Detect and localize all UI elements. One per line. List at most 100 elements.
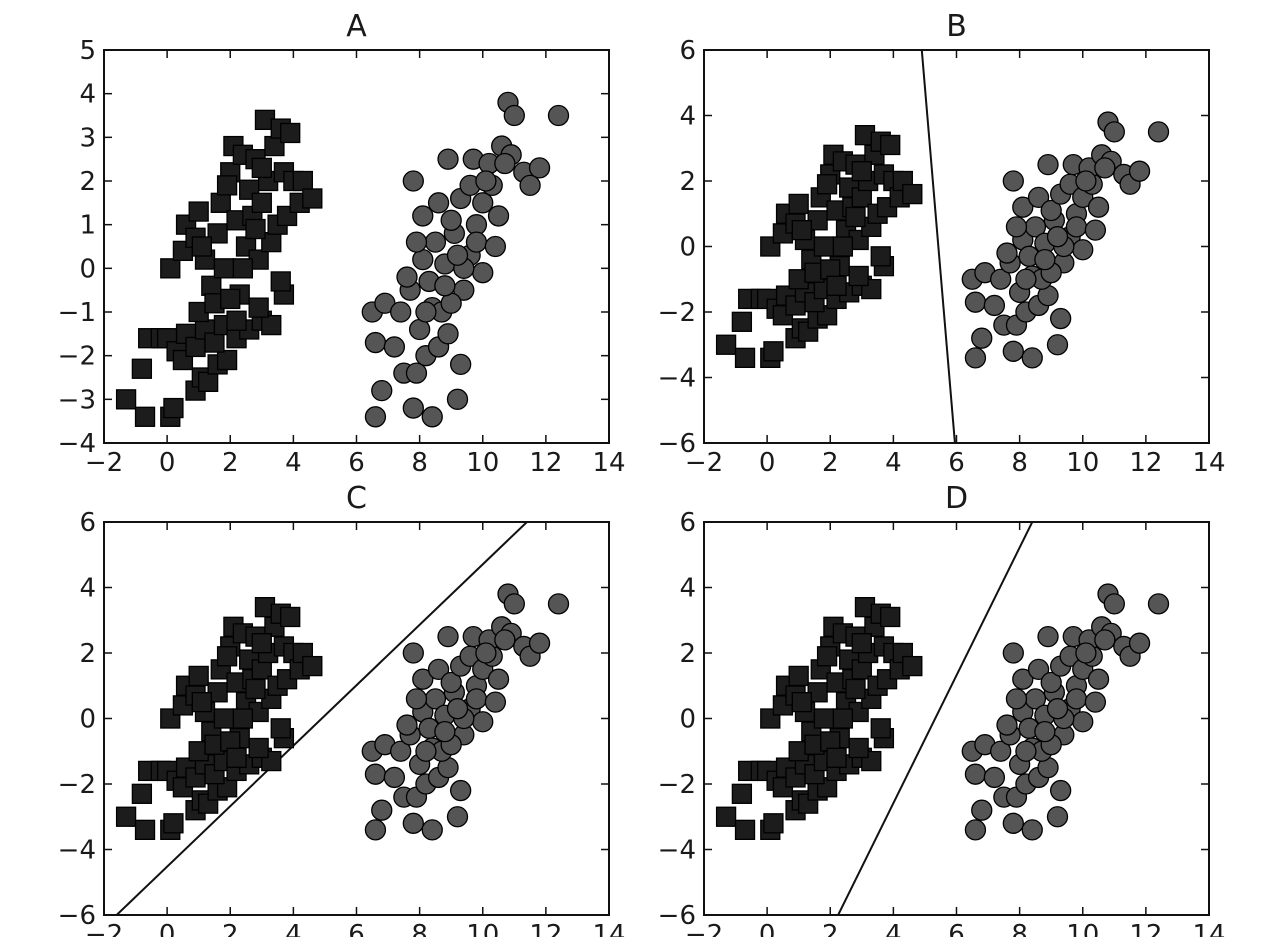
y-tick-label: −1 — [58, 298, 96, 328]
circle-point — [1084, 219, 1107, 241]
x-tick-label: 4 — [285, 920, 302, 937]
y-tick-label: −3 — [58, 385, 96, 415]
y-tick-label: 2 — [679, 167, 696, 197]
circle-point — [494, 629, 516, 651]
circle-point — [964, 763, 987, 785]
square-point — [302, 188, 323, 209]
x-tick-label: −2 — [85, 448, 123, 478]
circle-point — [1002, 642, 1024, 664]
square-point — [226, 747, 247, 768]
square-point — [188, 201, 209, 222]
circle-point — [364, 406, 387, 428]
circle-point — [1087, 196, 1110, 218]
square-point — [791, 219, 812, 241]
square-point — [251, 192, 272, 213]
circle-point — [1002, 340, 1024, 362]
x-tick-label: 14 — [1192, 920, 1225, 937]
y-tick-label: 4 — [679, 574, 696, 604]
circle-point — [1128, 632, 1151, 654]
circle-point — [1075, 642, 1097, 664]
circle-point — [364, 331, 387, 354]
y-tick-label: 5 — [79, 36, 96, 66]
circle-point — [1005, 216, 1028, 238]
square-point — [216, 349, 238, 371]
square-point — [213, 708, 235, 729]
circle-point — [494, 152, 516, 175]
circle-point — [427, 192, 450, 214]
y-tick-label: 4 — [79, 574, 96, 604]
circle-point — [996, 242, 1018, 264]
circle-point — [440, 671, 462, 694]
circle-point — [405, 688, 428, 710]
x-tick-label: 2 — [222, 448, 239, 478]
circle-point — [424, 231, 447, 253]
square-point — [832, 236, 854, 257]
square-point — [251, 157, 272, 179]
square-point — [734, 347, 756, 369]
square-point — [731, 783, 753, 804]
square-point — [813, 708, 835, 729]
circle-point — [1040, 671, 1062, 694]
x-tick-label: 2 — [822, 920, 839, 937]
circle-point — [1021, 347, 1043, 369]
x-tick-label: 0 — [159, 448, 176, 478]
square-point — [210, 192, 231, 213]
square-point — [201, 275, 222, 296]
circle-point — [364, 819, 387, 841]
square-point — [232, 258, 254, 279]
circle-point — [405, 231, 428, 253]
y-tick-label: −6 — [658, 901, 696, 931]
square-point — [813, 236, 835, 257]
square-point — [788, 665, 809, 687]
square-point — [213, 258, 235, 279]
square-point — [870, 246, 891, 267]
square-point — [216, 175, 238, 196]
circle-point — [528, 632, 551, 654]
square-point — [816, 174, 838, 195]
x-tick-label: 6 — [948, 448, 965, 478]
circle-point — [437, 323, 459, 345]
x-tick-label: 8 — [1011, 448, 1028, 478]
circle-point — [1037, 625, 1059, 648]
square-point — [191, 236, 212, 257]
circle-point — [996, 714, 1018, 736]
square-point — [115, 389, 137, 410]
y-tick-label: 0 — [679, 705, 696, 735]
x-tick-label: 12 — [529, 448, 562, 478]
circle-point — [1075, 170, 1097, 192]
x-tick-label: 8 — [411, 920, 428, 937]
circle-point — [446, 388, 469, 410]
circle-point — [475, 170, 497, 192]
square-point — [134, 819, 156, 840]
circle-point — [437, 625, 459, 648]
circle-point — [1034, 720, 1056, 743]
square-point — [816, 646, 838, 667]
circle-point — [364, 763, 387, 785]
circle-point — [405, 362, 428, 384]
circle-point — [983, 294, 1006, 317]
square-point — [880, 606, 901, 628]
square-point — [248, 737, 269, 759]
circle-point — [383, 766, 406, 789]
square-point — [292, 170, 313, 192]
x-tick-label: 4 — [885, 920, 902, 937]
circle-point — [402, 397, 424, 419]
y-tick-label: 2 — [79, 167, 96, 197]
square-point — [191, 691, 212, 713]
square-point — [848, 265, 869, 287]
square-point — [160, 258, 181, 279]
circle-point — [402, 812, 424, 834]
y-tick-label: 0 — [79, 254, 96, 284]
circle-point — [440, 209, 462, 231]
circle-point — [1094, 157, 1116, 179]
y-tick-label: 3 — [79, 123, 96, 153]
circle-point — [1103, 593, 1125, 615]
y-tick-label: 2 — [79, 639, 96, 669]
square-point — [232, 708, 254, 729]
square-point — [226, 310, 247, 331]
square-point — [763, 813, 784, 834]
subplot-title: B — [946, 9, 967, 44]
circle-point — [446, 806, 469, 828]
circle-point — [1147, 593, 1170, 615]
